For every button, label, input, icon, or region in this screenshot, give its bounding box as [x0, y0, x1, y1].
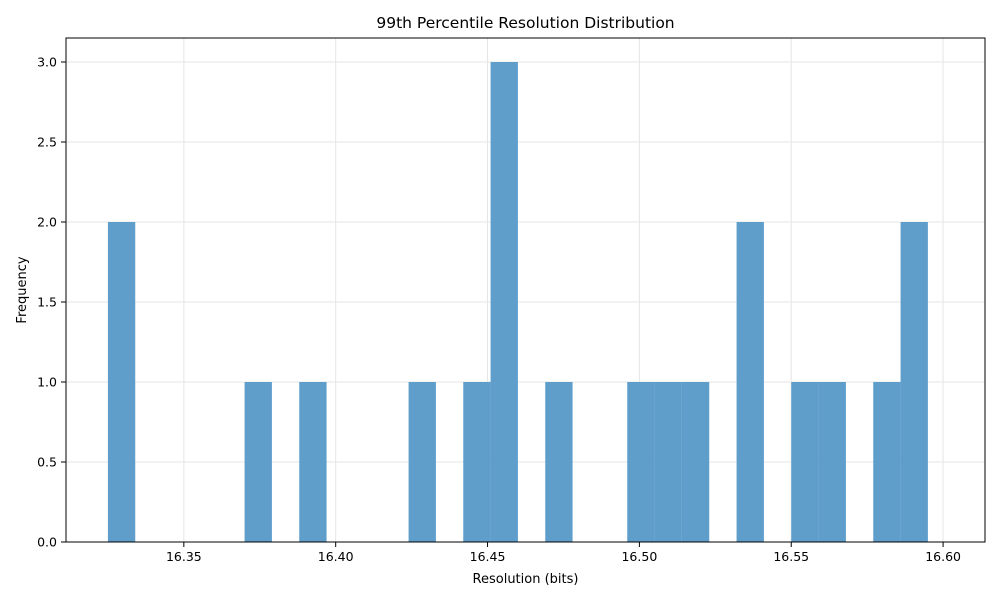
- y-tick-label: 3.0: [37, 55, 57, 70]
- histogram-bars: [107, 62, 928, 542]
- x-axis-label: Resolution (bits): [473, 572, 579, 587]
- histogram-bar: [408, 382, 436, 542]
- plot-frame: [65, 37, 986, 543]
- histogram-bar: [791, 382, 819, 542]
- x-tick-label: 16.60: [925, 549, 961, 564]
- histogram-bar: [490, 62, 518, 542]
- histogram-bar: [900, 222, 928, 542]
- y-tick-label: 2.0: [37, 215, 57, 230]
- histogram-bar: [299, 382, 327, 542]
- y-tick-label: 1.0: [37, 375, 57, 390]
- y-tick-label: 0.0: [37, 535, 57, 550]
- histogram-bar: [244, 382, 272, 542]
- x-tick-label: 16.35: [166, 549, 202, 564]
- histogram-bar: [545, 382, 573, 542]
- x-tick-label: 16.55: [773, 549, 809, 564]
- histogram-bar: [818, 382, 846, 542]
- x-axis-ticks: 16.35 16.40 16.45 16.50 16.55 16.60: [166, 542, 961, 564]
- x-tick-label: 16.50: [621, 549, 657, 564]
- histogram-bar: [107, 222, 136, 542]
- y-axis-ticks: 0.0 0.5 1.0 1.5 2.0 2.5 3.0: [37, 55, 66, 550]
- y-axis-label: Frequency: [15, 256, 30, 323]
- histogram-bar: [627, 382, 655, 542]
- histogram-bar: [873, 382, 901, 542]
- y-tick-label: 0.5: [37, 455, 57, 470]
- x-tick-label: 16.45: [470, 549, 506, 564]
- histogram-bar: [654, 382, 682, 542]
- histogram-bar: [681, 382, 710, 542]
- y-tick-label: 1.5: [37, 295, 57, 310]
- y-tick-label: 2.5: [37, 135, 57, 150]
- histogram-bar: [736, 222, 764, 542]
- x-tick-label: 16.40: [318, 549, 354, 564]
- chart-title: 99th Percentile Resolution Distribution: [376, 14, 674, 32]
- histogram-bar: [463, 382, 491, 542]
